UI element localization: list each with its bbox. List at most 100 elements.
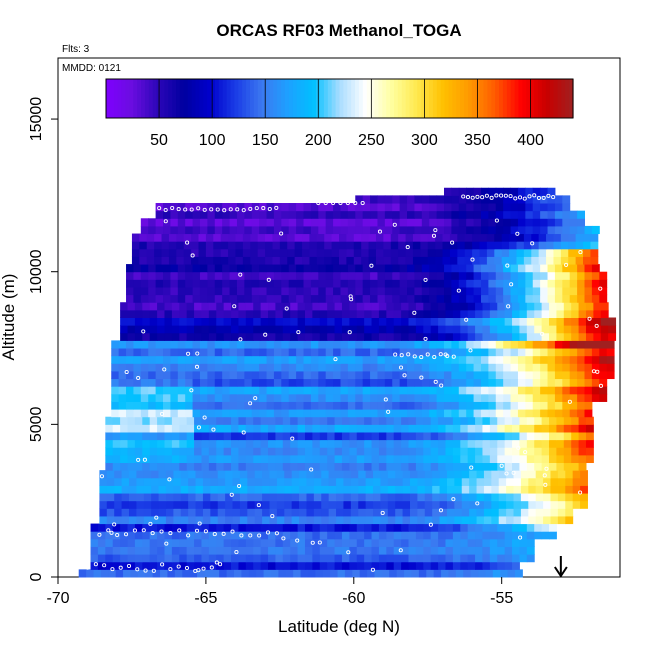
heatmap-cell [466, 363, 475, 372]
heatmap-cell [254, 485, 263, 494]
heatmap-cell [140, 225, 149, 235]
heatmap-cell [142, 302, 151, 311]
heatmap-cell [279, 233, 288, 242]
heatmap-cell [488, 393, 497, 402]
sample-point [393, 352, 398, 357]
heatmap-cell [194, 325, 202, 334]
heatmap-cell [553, 248, 562, 257]
sample-point [154, 515, 159, 520]
heatmap-cell [421, 355, 430, 364]
heatmap-cell [424, 485, 433, 494]
heatmap-cell [251, 279, 260, 288]
sample-point [316, 200, 321, 206]
heatmap-cell [120, 462, 129, 471]
heatmap-cell [399, 409, 408, 418]
heatmap-cell [503, 286, 512, 296]
heatmap-cell [149, 454, 158, 464]
heatmap-cell [510, 348, 519, 357]
heatmap-cell [275, 424, 284, 433]
heatmap-cell [442, 256, 451, 265]
sample-point [126, 563, 132, 569]
heatmap-cell [577, 363, 586, 372]
heatmap-cell [204, 569, 213, 578]
heatmap-cell [435, 241, 444, 250]
heatmap-cell [318, 386, 327, 395]
sample-point [248, 401, 253, 406]
heatmap-cell [287, 233, 296, 242]
heatmap-cell [585, 325, 594, 334]
heatmap-cell [475, 531, 483, 540]
heatmap-cell [185, 378, 194, 387]
heatmap-cell [223, 317, 232, 326]
heatmap-cell [177, 409, 186, 418]
heatmap-cell [526, 302, 535, 311]
heatmap-cell [415, 523, 424, 532]
heatmap-cell [370, 378, 378, 387]
heatmap-cell [479, 241, 488, 250]
heatmap-cell [333, 370, 341, 380]
colorbar-segment [382, 79, 387, 118]
heatmap-cell [223, 439, 232, 448]
heatmap-cell [239, 477, 248, 486]
heatmap-cell [584, 348, 593, 357]
heatmap-cell [198, 248, 207, 257]
heatmap-cell [121, 500, 130, 509]
heatmap-cell [541, 424, 550, 433]
heatmap-cell [444, 378, 452, 387]
heatmap-cell [562, 378, 571, 387]
heatmap-cell [543, 470, 551, 479]
heatmap-cell [368, 233, 377, 242]
heatmap-cell [208, 554, 217, 563]
heatmap-cell [180, 470, 189, 479]
sample-point [170, 205, 175, 211]
heatmap-cell [273, 210, 282, 219]
heatmap-cell [228, 248, 236, 257]
heatmap-cell [430, 554, 439, 563]
heatmap-cell [207, 348, 216, 357]
heatmap-cell [532, 271, 541, 280]
heatmap-cell [392, 348, 401, 357]
heatmap-cell [429, 409, 438, 418]
heatmap-cell [418, 569, 427, 578]
heatmap-cell [568, 248, 577, 257]
sample-point [451, 354, 456, 359]
sample-point [163, 219, 168, 224]
heatmap-cell [540, 294, 549, 303]
heatmap-cell [355, 203, 364, 212]
heatmap-cell [517, 401, 526, 410]
heatmap-cell [303, 264, 312, 273]
heatmap-cell [401, 302, 410, 311]
heatmap-cell [452, 531, 461, 540]
heatmap-cell [383, 256, 392, 265]
heatmap-cell [560, 248, 569, 257]
heatmap-cell [177, 340, 186, 349]
heatmap-cell [164, 325, 173, 334]
colorbar-segment [331, 79, 337, 118]
heatmap-cell [444, 210, 452, 219]
heatmap-cell [161, 248, 170, 257]
heatmap-cell [584, 264, 593, 273]
heatmap-cell [445, 424, 454, 433]
heatmap-cell [259, 286, 268, 296]
heatmap-cell [303, 286, 312, 296]
heatmap-cell [535, 485, 544, 494]
heatmap-cell [356, 531, 365, 540]
heatmap-cell [157, 447, 165, 456]
heatmap-cell [503, 409, 512, 418]
heatmap-cell [269, 470, 278, 479]
heatmap-cell [489, 309, 498, 318]
heatmap-cell [244, 210, 253, 219]
heatmap-cell [534, 447, 543, 456]
heatmap-cell [105, 431, 114, 441]
heatmap-cell [312, 554, 321, 563]
heatmap-cell [480, 203, 489, 212]
heatmap-cell [334, 332, 343, 341]
heatmap-cell [467, 538, 476, 547]
heatmap-cell [111, 363, 120, 372]
heatmap-cell [504, 561, 513, 570]
heatmap-cell [188, 500, 197, 509]
heatmap-cell [472, 248, 480, 257]
heatmap-cell [399, 348, 408, 357]
heatmap-cell [541, 325, 550, 334]
heatmap-cell [210, 500, 219, 509]
